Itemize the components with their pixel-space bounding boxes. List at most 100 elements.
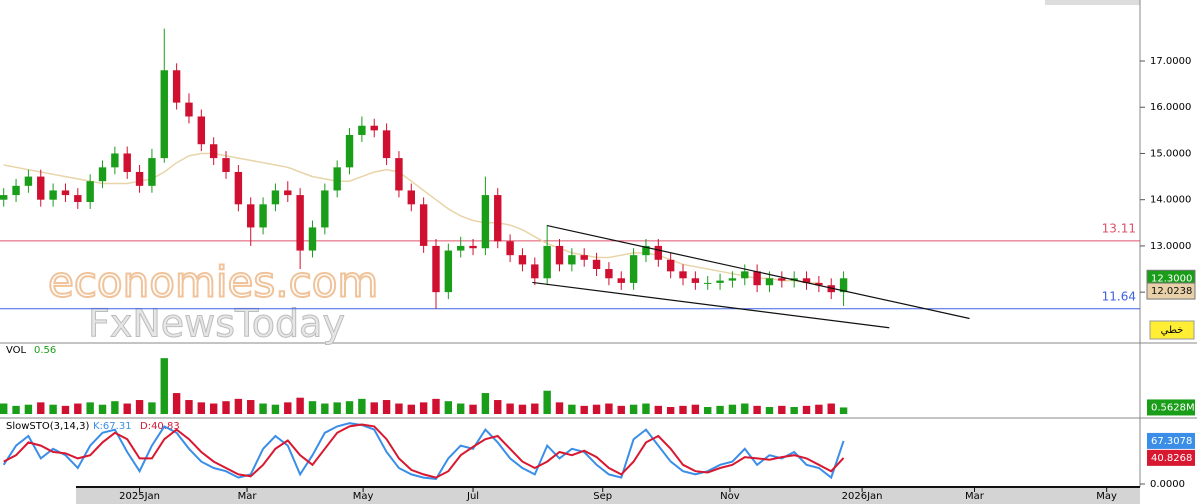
candle-body [407, 190, 415, 205]
candle-body [469, 245, 477, 249]
candle-body [778, 278, 786, 281]
candle-body [111, 153, 119, 168]
volume-bar [382, 400, 391, 414]
x-tick-label: Mar [965, 491, 985, 502]
x-tick-label: Nov [720, 491, 740, 502]
volume-bar [234, 398, 243, 414]
candle-body [518, 255, 527, 265]
candle-body [333, 167, 341, 191]
volume-bar [222, 401, 230, 414]
volume-bar [284, 402, 292, 414]
volume-bar [629, 404, 638, 414]
x-tick-label: Sep [593, 491, 612, 502]
candle-body [753, 271, 761, 286]
volume-bar [568, 404, 576, 414]
volume-bar [765, 407, 774, 414]
trendline [532, 281, 890, 329]
volume-bar [432, 398, 440, 414]
x-tick-label: Mar [238, 491, 258, 502]
volume-bar [247, 400, 255, 414]
candle-body [358, 125, 366, 135]
candle-body [704, 282, 712, 284]
button-label[interactable]: خطي [1161, 325, 1184, 336]
volume-bar [617, 405, 625, 414]
x-tick-label: 2025Jan [119, 491, 160, 502]
candle-body [98, 167, 107, 182]
candle-body [691, 278, 700, 283]
candle-body [642, 245, 650, 256]
candle-body [259, 204, 267, 228]
volume-label: VOL [6, 345, 27, 356]
button[interactable] [1149, 320, 1195, 340]
volume-bar [642, 403, 650, 414]
candle-body [74, 195, 82, 203]
stoch-d: D:40.83 [140, 421, 180, 432]
volume-bar [506, 403, 514, 414]
volume-bar [728, 404, 737, 414]
stoch-tick-label: 0.0000 [1150, 479, 1185, 490]
candle-body [247, 204, 255, 228]
candle-body [432, 245, 440, 293]
stoch-label: SlowSTO(3,14,3) [6, 421, 89, 432]
candle-body [160, 70, 168, 159]
candle-body [222, 158, 230, 172]
candle-body [37, 176, 45, 200]
level-label: 11.64 [1102, 289, 1136, 303]
candle-body [765, 278, 774, 286]
candle-body [382, 130, 391, 159]
watermark: FxNewsToday [88, 302, 345, 346]
candle-body [481, 195, 490, 249]
candle-body [580, 255, 588, 260]
volume-bar [160, 358, 168, 414]
candle-body [395, 158, 403, 191]
volume-bar [12, 405, 20, 414]
candle-body [284, 190, 292, 196]
candle-body [24, 176, 33, 186]
volume-bar [49, 404, 57, 414]
volume-bar [321, 403, 329, 414]
volume-bar [716, 405, 724, 414]
volume-bar [395, 403, 403, 414]
candle-body [135, 171, 144, 186]
candle-body [321, 190, 329, 228]
candle-body [345, 134, 354, 168]
candle-body [592, 259, 601, 270]
y-tick-label: 14.0000 [1150, 195, 1191, 206]
stoch-d-line [3, 423, 845, 479]
y-tick-label: 17.0000 [1150, 56, 1191, 67]
candle-body [605, 269, 613, 279]
candle-body [49, 190, 57, 200]
price-badge-label: 12.3000 [1151, 273, 1192, 284]
volume-bar [123, 403, 131, 414]
stoch-badge-label: 67.3078 [1151, 436, 1192, 447]
candle-body [370, 125, 378, 131]
candle-body [728, 278, 737, 281]
volume-bar [111, 401, 119, 414]
volume-bar [333, 402, 341, 414]
candle-body [839, 278, 848, 293]
stoch-badge [1147, 432, 1195, 449]
volume-bar [469, 404, 477, 414]
volume-bar [753, 405, 761, 414]
stoch-k: K:67.31 [93, 421, 132, 432]
volume-bar [481, 393, 490, 414]
volume-bar [358, 398, 366, 414]
volume-bar [605, 403, 613, 414]
candle-body [61, 190, 70, 196]
volume-bar [691, 404, 700, 414]
volume-bar [172, 393, 181, 414]
candle-body [543, 245, 551, 279]
level-label: 13.11 [1102, 221, 1136, 235]
volume-bar [148, 402, 156, 414]
volume-bar [444, 401, 453, 414]
volume-badge-label: 0.5628M [1151, 402, 1195, 413]
volume-bar [37, 402, 45, 414]
volume-bar [827, 403, 835, 414]
volume-bar [555, 402, 564, 414]
volume-bar [24, 404, 33, 414]
candle-body [617, 278, 625, 283]
candle-body [172, 70, 181, 103]
candle-body [209, 144, 218, 159]
stoch-badge-label: 40.8268 [1151, 453, 1192, 464]
